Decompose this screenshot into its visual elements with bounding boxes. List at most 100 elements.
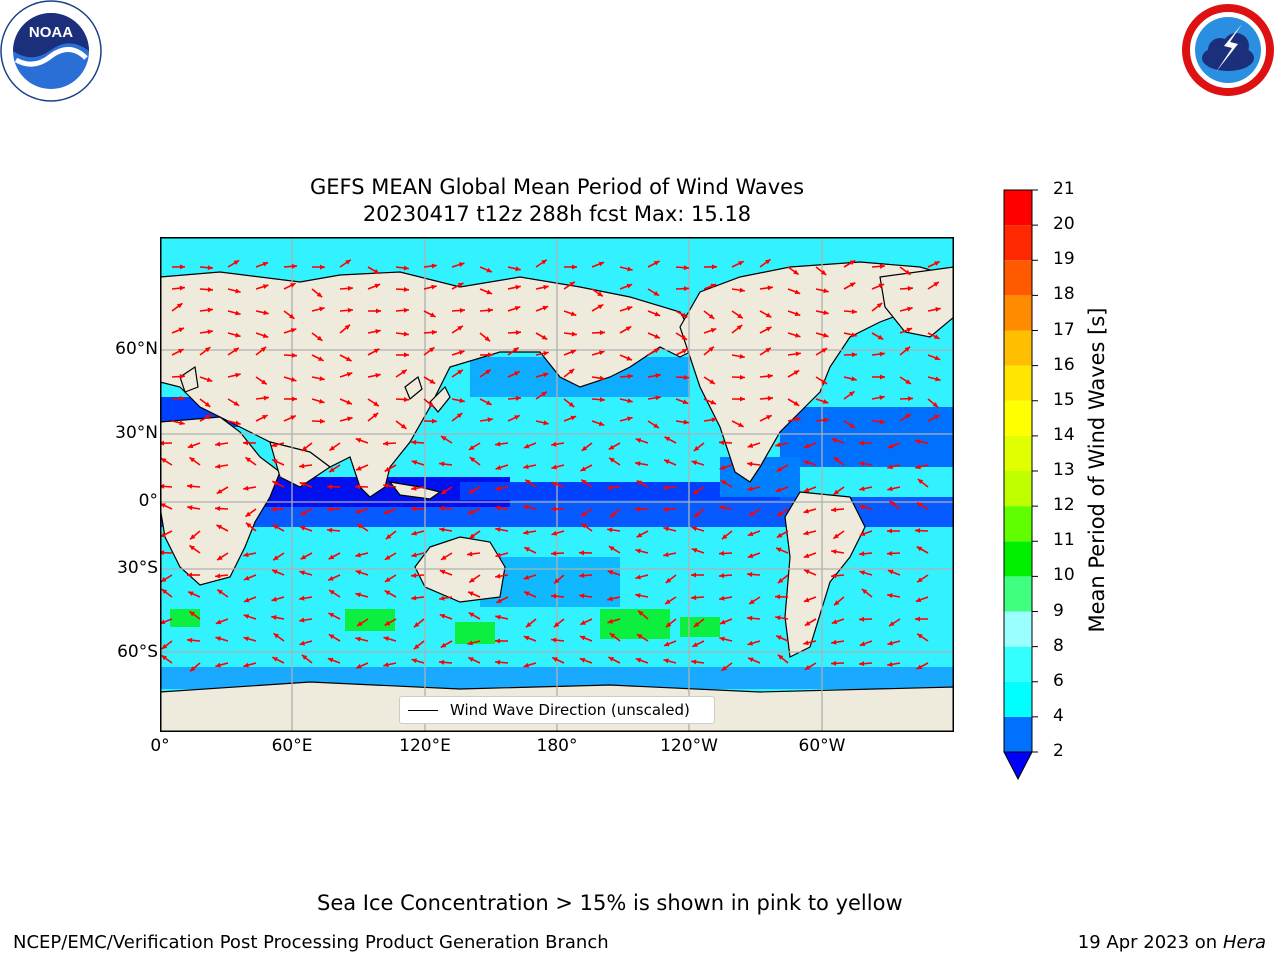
wind-wave-arrowhead xyxy=(708,346,714,352)
wind-wave-arrowhead xyxy=(907,396,913,402)
wind-wave-arrowhead xyxy=(384,577,391,582)
wind-wave-arrowhead xyxy=(681,312,688,318)
wind-wave-arrowhead xyxy=(625,326,632,332)
wind-wave-arrowhead xyxy=(411,506,417,512)
wind-wave-arrowhead xyxy=(543,350,549,356)
wind-wave-arrowhead xyxy=(608,657,614,662)
wind-wave-arrowhead xyxy=(764,259,771,265)
colorbar-tick-label: 17 xyxy=(1053,319,1075,340)
wind-wave-arrowhead xyxy=(374,283,381,289)
wind-wave-arrowhead xyxy=(328,634,335,640)
wind-wave-arrowhead xyxy=(859,551,865,557)
wind-wave-arrowhead xyxy=(803,508,809,514)
wind-wave-arrowhead xyxy=(403,265,409,271)
colorbar-band xyxy=(1004,541,1032,577)
wind-wave-arrowhead xyxy=(887,593,893,599)
wind-wave-arrowhead xyxy=(739,353,745,359)
wind-wave-arrowhead xyxy=(327,484,333,490)
wind-wave-arrowhead xyxy=(189,457,195,463)
wind-wave-arrowhead xyxy=(429,347,435,353)
wind-wave-arrowhead xyxy=(598,421,605,426)
wind-wave-arrowhead xyxy=(207,329,213,335)
wind-wave-arrowhead xyxy=(178,327,184,333)
wind-wave-arrowhead xyxy=(495,485,501,491)
wind-wave-arrowhead xyxy=(935,376,941,382)
wind-wave-arrowhead xyxy=(597,291,603,297)
wind-wave-arrowhead xyxy=(795,351,801,357)
wind-wave-arrowhead xyxy=(347,416,353,422)
wind-wave-arrowhead xyxy=(355,636,361,642)
wind-wave-arrowhead xyxy=(747,486,753,492)
y-tick-0: 0° xyxy=(138,491,158,511)
wind-wave-arrowhead xyxy=(747,553,754,559)
wind-wave-arrowhead xyxy=(318,356,324,361)
wind-wave-arrowhead xyxy=(803,487,810,493)
wind-wave-arrowhead xyxy=(355,508,361,514)
wind-wave-arrowhead xyxy=(523,529,529,535)
wind-wave-arrowhead xyxy=(719,636,725,642)
wind-wave-arrowhead xyxy=(543,420,549,426)
wind-wave-arrowhead xyxy=(243,597,250,603)
wind-wave-arrowhead xyxy=(861,588,868,594)
wind-wave-arrowhead xyxy=(710,283,717,289)
wind-wave-arrowhead xyxy=(525,479,531,485)
wind-wave-arrowhead xyxy=(346,372,353,377)
noaa-logo-text: NOAA xyxy=(29,24,73,41)
wind-wave-arrowhead xyxy=(776,635,782,641)
colorbar-band xyxy=(1004,260,1032,296)
wind-wave-arrowhead xyxy=(495,441,501,447)
wind-wave-arrowhead xyxy=(300,510,307,516)
wind-wave-arrowhead xyxy=(635,438,642,443)
wind-wave-arrowhead xyxy=(329,445,335,451)
wind-wave-arrowhead xyxy=(260,346,267,352)
colorbar-band xyxy=(1004,611,1032,647)
colorbar-band xyxy=(1004,225,1032,261)
wind-wave-arrowhead xyxy=(525,622,532,628)
wind-wave-arrowhead xyxy=(467,640,473,646)
wind-wave-arrowhead xyxy=(683,419,689,425)
wind-wave-arrowhead xyxy=(543,284,549,290)
wind-wave-arrowhead xyxy=(665,599,671,605)
wind-wave-arrowhead xyxy=(411,573,417,579)
wind-wave-arrowhead xyxy=(598,261,605,267)
wind-wave-arrowhead xyxy=(318,398,325,404)
wind-wave-arrowhead xyxy=(907,285,913,291)
wind-wave-arrowhead xyxy=(355,570,362,575)
wind-wave-arrowhead xyxy=(906,327,913,333)
wind-wave-arrowhead xyxy=(554,578,560,584)
wind-wave-arrowhead xyxy=(329,590,335,595)
footer-credit: NCEP/EMC/Verification Post Processing Pr… xyxy=(13,932,609,953)
wind-wave-arrowhead xyxy=(187,637,193,643)
wind-wave-arrowhead xyxy=(833,457,840,463)
wind-wave-arrowhead xyxy=(179,396,185,402)
wind-wave-arrowhead xyxy=(272,459,278,464)
colorbar-band xyxy=(1004,716,1032,752)
wind-wave-arrowhead xyxy=(932,402,939,408)
wind-wave-arrowhead xyxy=(719,619,726,625)
wind-wave-arrowhead xyxy=(344,324,351,330)
wind-wave-arrowhead xyxy=(636,532,643,538)
wind-wave-arrowhead xyxy=(917,633,923,639)
wind-wave-arrowhead xyxy=(514,306,521,311)
wind-wave-arrowhead xyxy=(290,377,297,382)
wind-wave-arrowhead xyxy=(299,595,305,601)
wind-wave-arrowhead xyxy=(823,332,829,338)
wind-wave-arrowhead xyxy=(859,440,865,446)
wind-wave-arrowhead xyxy=(207,307,213,313)
wind-wave-arrowhead xyxy=(457,325,463,331)
wind-wave-arrowhead xyxy=(551,550,557,556)
wind-wave-arrowhead xyxy=(570,349,577,355)
colorbar-band xyxy=(1004,365,1032,401)
wind-wave-arrowhead xyxy=(738,261,744,266)
wind-wave-arrowhead xyxy=(355,592,361,598)
wind-wave-arrowhead xyxy=(176,303,183,309)
wind-wave-arrowhead xyxy=(775,594,781,600)
wind-wave-arrowhead xyxy=(411,485,417,491)
wind-wave-arrowhead xyxy=(553,622,560,628)
wind-wave-arrowhead xyxy=(635,461,641,467)
wind-wave-arrowhead xyxy=(299,570,305,576)
wind-wave-arrowhead xyxy=(551,464,557,470)
wind-wave-arrowhead xyxy=(262,333,269,338)
wind-wave-arrowhead xyxy=(263,310,269,316)
wind-wave-arrowhead xyxy=(524,591,530,597)
